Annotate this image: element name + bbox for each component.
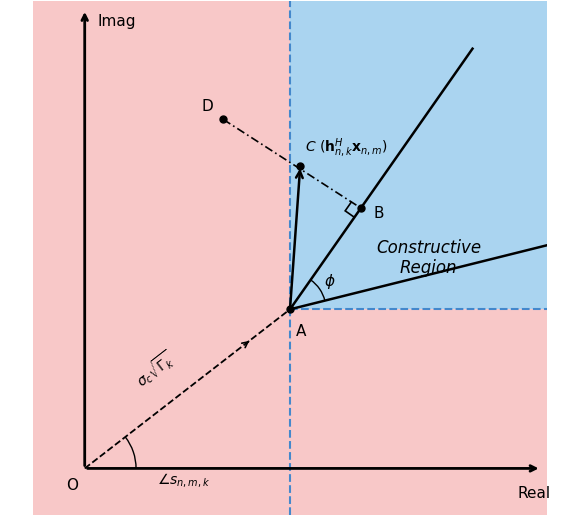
Text: O: O [67,478,78,493]
Text: B: B [374,206,384,221]
Bar [290,2,546,309]
Text: D: D [201,99,213,115]
Text: Imag: Imag [97,14,136,29]
Text: A: A [296,324,307,338]
Text: $\angle s_{n,m,k}$: $\angle s_{n,m,k}$ [157,471,210,489]
Text: Real: Real [517,487,550,502]
Text: $\sigma_c\sqrt{\Gamma_k}$: $\sigma_c\sqrt{\Gamma_k}$ [130,347,179,392]
Text: Constructive
Region: Constructive Region [376,238,481,278]
Text: $\phi$: $\phi$ [324,272,336,291]
Text: $C$ $(\mathbf{h}_{n,k}^{H}\mathbf{x}_{n,m})$: $C$ $(\mathbf{h}_{n,k}^{H}\mathbf{x}_{n,… [306,137,389,160]
